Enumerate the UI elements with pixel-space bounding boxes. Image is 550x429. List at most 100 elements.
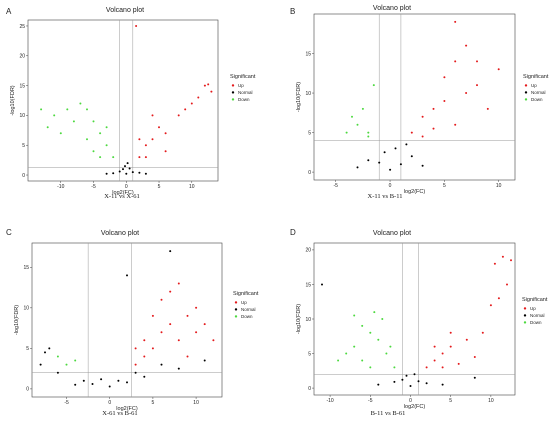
legend-title: Significant <box>523 74 549 80</box>
point-up <box>169 290 172 293</box>
y-axis-label: -log10(FDR) <box>14 305 20 335</box>
panel-a: A Volcano plot 0 5 10 15 20 25 -10 -5 0 5 10 log2(FC)… <box>0 0 275 214</box>
point-down <box>66 108 69 111</box>
point-normal <box>473 376 476 379</box>
point-up <box>421 115 424 118</box>
plot-frame <box>31 242 223 398</box>
y-tick-label: 15 <box>23 265 29 271</box>
point-normal <box>126 162 129 165</box>
legend-item: Down <box>530 320 542 325</box>
point-up <box>160 331 163 334</box>
y-axis-label: -log10(FDR) <box>10 85 16 115</box>
x-tick-label: -5 <box>368 398 373 404</box>
point-normal <box>125 172 128 175</box>
panel-b: B Volcano plot 0 5 10 15 -5 0 5 10 log2(FC) -log10(… <box>280 0 550 214</box>
point-up <box>203 323 206 326</box>
point-up <box>195 331 198 334</box>
y-tick-label: 20 <box>305 248 311 254</box>
point-normal <box>128 167 131 170</box>
point-up <box>169 323 172 326</box>
point-up <box>421 135 424 138</box>
point-up <box>197 96 200 99</box>
point-down <box>361 107 364 110</box>
point-up <box>164 132 167 135</box>
point-normal <box>134 371 137 374</box>
panel-caption: B-11 vs B-61 <box>371 410 406 417</box>
point-down <box>46 126 49 129</box>
y-tick-label: 15 <box>305 51 311 57</box>
legend-marker <box>523 314 527 317</box>
point-up <box>135 25 138 27</box>
legend-marker <box>231 84 235 87</box>
legend-title: Significant <box>233 291 259 297</box>
point-normal <box>378 161 381 164</box>
point-normal <box>122 168 124 171</box>
point-up <box>134 363 137 366</box>
point-normal <box>39 363 42 366</box>
point-down <box>105 144 108 147</box>
point-up <box>184 108 187 111</box>
point-normal <box>74 383 77 386</box>
panel-caption: X-11 vs X-61 <box>104 193 140 200</box>
plot-frame <box>27 19 219 182</box>
chart-title: Volcano plot <box>101 230 139 237</box>
panel-letter: D <box>290 228 296 237</box>
volcano-chart-a: A Volcano plot 0 5 10 15 20 25 -10 -5 0 5 10 log2(FC)… <box>6 7 256 200</box>
x-tick-label: -5 <box>334 183 339 189</box>
point-down <box>40 108 43 111</box>
point-normal <box>399 163 402 166</box>
panel-letter: B <box>290 7 295 16</box>
point-normal <box>91 383 94 385</box>
point-up <box>425 366 428 369</box>
x-tick-label: 0 <box>389 183 392 189</box>
point-down <box>65 363 68 366</box>
point-up <box>144 156 147 159</box>
point-normal <box>112 172 115 175</box>
point-up <box>443 100 446 102</box>
point-down <box>361 359 364 362</box>
point-down <box>92 150 95 153</box>
plot-frame <box>313 13 516 181</box>
point-normal <box>169 250 172 253</box>
x-tick-label: 0 <box>125 184 128 190</box>
point-down <box>345 131 348 134</box>
point-up <box>151 114 154 117</box>
y-tick-label: 0 <box>22 173 25 179</box>
y-tick-label: 10 <box>305 317 311 323</box>
x-tick-label: -5 <box>64 400 69 406</box>
y-tick-label: 0 <box>308 170 311 176</box>
x-tick-label: 10 <box>189 184 195 190</box>
panel-letter: A <box>6 7 12 16</box>
point-down <box>367 135 370 138</box>
point-normal <box>108 385 111 388</box>
point-normal <box>441 383 444 386</box>
point-normal <box>126 274 128 277</box>
point-up <box>433 345 436 348</box>
point-down <box>381 318 384 320</box>
volcano-chart-b: B Volcano plot 0 5 10 15 -5 0 5 10 log2(FC) -log10(… <box>290 5 549 200</box>
point-normal <box>377 383 380 386</box>
legend-item: Normal <box>238 90 253 95</box>
y-axis-label: -log10(FDR) <box>296 304 302 334</box>
point-up <box>190 102 193 105</box>
y-tick-label: 5 <box>26 346 29 352</box>
y-tick-label: 10 <box>23 306 29 312</box>
legend-item: Up <box>531 83 537 88</box>
point-normal <box>126 381 128 384</box>
panel-caption: X-61 vs B-61 <box>102 410 137 417</box>
point-down <box>79 102 82 105</box>
point-down <box>53 114 56 117</box>
legend-marker <box>523 307 527 310</box>
point-normal <box>100 378 103 381</box>
plot-frame <box>313 242 516 396</box>
point-down <box>353 345 356 348</box>
y-tick-label: 0 <box>26 387 29 393</box>
y-tick-label: 10 <box>19 113 25 119</box>
point-normal <box>425 382 428 385</box>
legend-title: Significant <box>230 74 256 80</box>
x-tick-label: 0 <box>409 398 412 404</box>
point-up <box>158 126 160 129</box>
point-up <box>497 68 500 71</box>
legend-item: Down <box>531 97 543 102</box>
point-up <box>481 331 484 334</box>
